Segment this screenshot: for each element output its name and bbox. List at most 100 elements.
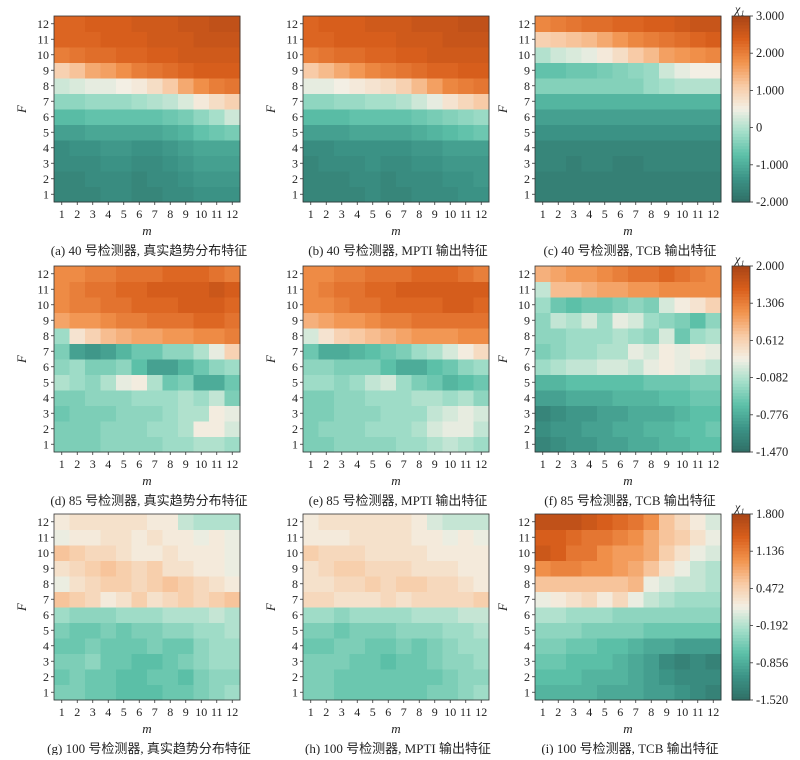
heatmap-cell (193, 312, 210, 329)
heatmap-cell (427, 186, 443, 203)
x-tick-label: 5 (370, 705, 376, 719)
heatmap-cell (597, 78, 613, 94)
heatmap-cell (54, 560, 70, 577)
heatmap-cell (303, 124, 319, 141)
colorbar-segment (732, 65, 750, 70)
heatmap-cell (674, 374, 691, 391)
heatmap-cell (380, 622, 397, 639)
colorbar-segment (732, 266, 750, 270)
heatmap-cell (334, 653, 350, 670)
heatmap-cell (162, 78, 179, 94)
heatmap-cell (100, 591, 117, 608)
colorbar-segment (732, 84, 750, 88)
x-tick-label: 12 (226, 457, 238, 471)
heatmap-cell (550, 653, 567, 670)
heatmap-cell (612, 576, 629, 592)
heatmap-cell (162, 31, 179, 48)
heatmap-cell (690, 607, 706, 623)
heatmap-cell (303, 374, 319, 391)
heatmap-cell (535, 171, 551, 187)
heatmap-cell (674, 529, 691, 546)
heatmap-cell (209, 359, 225, 375)
heatmap-cell (303, 607, 319, 623)
y-tick-label: 3 (43, 406, 49, 420)
colorbar-frame (731, 15, 751, 203)
heatmap-cell (690, 560, 706, 577)
colorbar-tick-label: 1.306 (756, 296, 784, 310)
heatmap-cell (69, 607, 86, 623)
y-tick-label: 11 (286, 530, 298, 544)
heatmap-cell (705, 93, 722, 110)
colorbar-segment (732, 656, 750, 661)
heatmap-cell (178, 78, 194, 94)
y-axis-label: F (495, 602, 510, 612)
heatmap-cell (100, 328, 117, 344)
heatmap-cell (85, 607, 101, 623)
colorbar-segment (732, 613, 750, 617)
heatmap-cell (427, 638, 443, 654)
heatmap-cell (597, 266, 613, 282)
heatmap-cell (334, 312, 350, 329)
heatmap-cell (69, 421, 86, 437)
heatmap-cell (597, 421, 613, 437)
heatmap-cell (193, 669, 210, 685)
colorbar-segment (732, 167, 750, 172)
heatmap-cell (365, 514, 381, 530)
heatmap-cell (659, 47, 675, 63)
heatmap-cell (349, 591, 366, 608)
heatmap-cell (162, 607, 179, 623)
x-axis-label: m (142, 721, 151, 736)
heatmap-cell (69, 140, 86, 156)
heatmap-cell (116, 576, 132, 592)
heatmap-cell (116, 78, 132, 94)
colorbar-segment (732, 408, 750, 413)
heatmap-cell (458, 31, 474, 48)
heatmap-cell (209, 93, 225, 110)
heatmap-cell (566, 31, 582, 48)
heatmap-cell (705, 638, 722, 654)
heatmap-cell (334, 622, 350, 639)
heatmap-cell (643, 607, 660, 623)
heatmap-cell (178, 16, 194, 32)
heatmap-cell (442, 297, 459, 313)
heatmap-cell (396, 31, 412, 48)
colorbar-segment (732, 102, 750, 107)
heatmap-cell (100, 514, 117, 530)
heatmap-cell (473, 343, 490, 360)
heatmap-cell (705, 140, 722, 156)
y-tick-label: 1 (524, 437, 530, 451)
colorbar-segment (732, 272, 750, 276)
heatmap-cell (334, 140, 350, 156)
heatmap-cell (224, 343, 241, 360)
heatmap-cell (116, 436, 132, 453)
heatmap-cell (643, 359, 660, 375)
heatmap-cell (162, 312, 179, 329)
y-axis-label: F (495, 104, 510, 114)
heatmap-cell (581, 186, 598, 203)
y-tick-label: 4 (43, 391, 49, 405)
heatmap-cell (224, 374, 241, 391)
heatmap-cell (473, 576, 490, 592)
heatmap-cell (674, 638, 691, 654)
x-tick-label: 9 (664, 207, 670, 221)
heatmap-cell (334, 124, 350, 141)
x-tick-label: 5 (602, 207, 608, 221)
heatmap-cell (69, 186, 86, 203)
heatmap-cell (597, 171, 613, 187)
heatmap-cell (690, 109, 706, 125)
heatmap-cell (535, 47, 551, 63)
colorbar-segment (732, 331, 750, 335)
heatmap-cell (643, 684, 660, 701)
heatmap-cell (318, 359, 335, 375)
heatmap-cell (303, 514, 319, 530)
y-tick-label: 12 (37, 17, 49, 31)
heatmap-cell (365, 607, 381, 623)
heatmap-cell (396, 109, 412, 125)
colorbar-segment (732, 78, 750, 82)
heatmap-cell (674, 155, 691, 172)
heatmap-cell (147, 328, 163, 344)
y-tick-label: 8 (43, 79, 49, 93)
heatmap-cell (209, 560, 225, 577)
heatmap-cell (334, 266, 350, 282)
y-tick-label: 11 (518, 282, 530, 296)
